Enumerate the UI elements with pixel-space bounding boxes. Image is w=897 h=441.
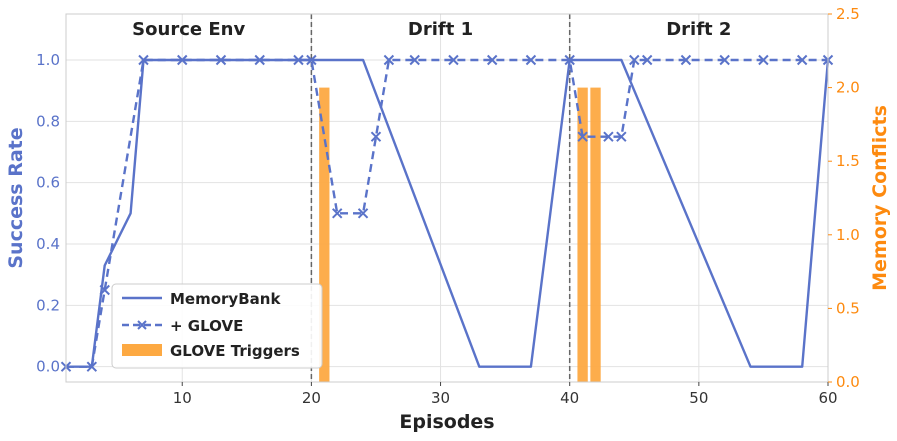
data-point-glove [603,131,614,142]
data-point-glove [796,54,808,66]
bars [319,87,601,382]
trigger-bar [319,87,330,382]
x-tick-label: 30 [431,389,450,407]
y2-tick-label: 1.0 [836,226,860,244]
y2-tick-label: 0.5 [836,299,860,317]
series-line-glove [66,58,828,368]
y-ticks: 0.0 0.2 0.4 0.6 0.8 1.0 [36,51,60,376]
y2-tick-label: 2.0 [836,79,860,97]
data-point-glove [99,284,110,296]
phase-labels: Source Env Drift 1 Drift 2 [132,19,731,40]
data-point-glove [357,208,369,219]
data-point-glove [564,54,575,66]
legend: MemoryBank + GLOVE GLOVE Triggers [111,283,323,369]
phase-label: Drift 1 [408,19,473,40]
x-axis-label: Episodes [399,411,494,433]
y-tick-label: 0.2 [36,296,60,314]
plot-frame [65,13,829,383]
series-line-memorybank [66,58,830,368]
data-point-glove [177,54,188,66]
data-point-glove [616,131,627,142]
data-point-glove [719,54,730,66]
phase-label: Drift 2 [666,19,731,40]
y2-tick-label: 1.5 [836,152,860,170]
data-point-glove [332,208,343,219]
y2-tick-label: 0.0 [836,373,860,391]
y2-axis-label: Memory Conflicts [869,105,891,291]
data-point-glove [138,54,149,66]
phase-label: Source Env [132,19,245,40]
data-point-glove [254,54,265,66]
x-tick-label: 10 [173,389,192,407]
y-tick-label: 0.6 [36,174,60,192]
y2-ticks: 0.0 0.5 1.0 1.5 2.0 2.5 [828,5,860,391]
legend-label-triggers: GLOVE Triggers [170,342,300,360]
y-tick-label: 0.4 [36,235,60,253]
data-point-glove [758,54,769,66]
legend-box [111,283,323,369]
legend-swatch-triggers [122,344,162,356]
y-tick-label: 1.0 [36,51,60,69]
y-axis-label: Success Rate [5,127,27,268]
trigger-bar [577,87,588,382]
data-point-glove [486,54,498,66]
y2-tick-label: 2.5 [836,5,860,23]
x-tick-label: 50 [689,389,708,407]
x-tick-label: 60 [818,389,837,407]
series [60,54,834,372]
data-point-glove [577,131,588,142]
x-tick-label: 40 [560,389,579,407]
data-point-glove [641,54,653,66]
data-point-glove [409,54,420,66]
data-point-glove [215,54,227,66]
legend-label-memorybank: MemoryBank [170,290,281,308]
trigger-bar [590,87,601,382]
data-point-glove [448,54,459,66]
data-point-glove [86,361,98,372]
data-point-glove [525,54,537,66]
legend-label-glove: + GLOVE [170,317,243,335]
data-point-glove [293,54,304,66]
data-point-glove [383,54,395,66]
data-point-glove [306,54,317,66]
x-ticks: 10 20 30 40 50 60 [173,382,838,407]
y-tick-label: 0.8 [36,112,60,130]
data-point-glove [629,54,640,66]
y-tick-label: 0.0 [36,358,60,376]
data-point-glove [370,131,382,142]
data-point-glove [680,54,692,66]
legend-marker-glove [137,320,147,330]
x-tick-label: 20 [302,389,321,407]
